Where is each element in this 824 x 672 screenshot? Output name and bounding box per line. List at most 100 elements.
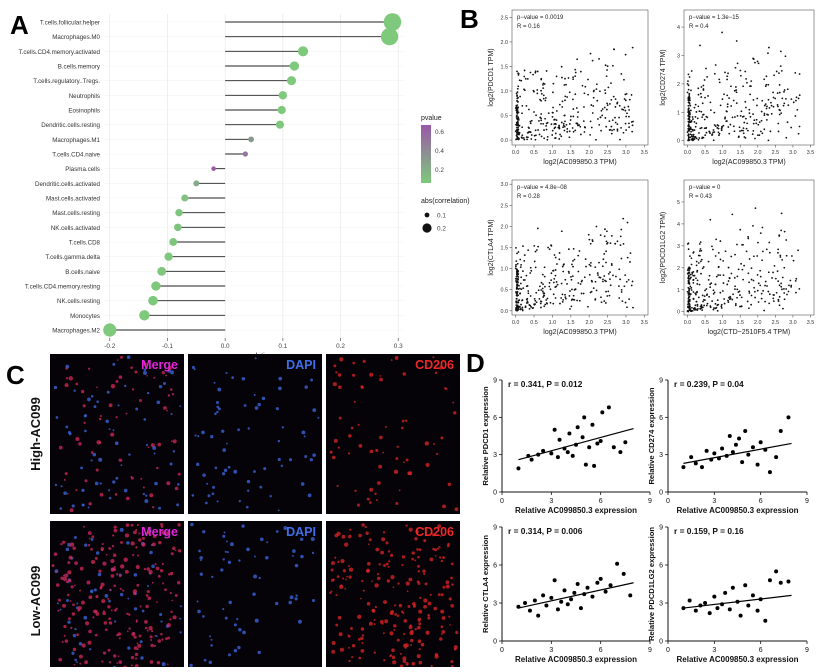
if-nucleus-dot bbox=[228, 561, 231, 564]
scatter-point bbox=[632, 47, 634, 49]
scatter-point bbox=[698, 255, 700, 257]
if-cd206-dot bbox=[352, 362, 355, 365]
scatter-point bbox=[564, 279, 566, 281]
d-point bbox=[584, 463, 588, 467]
scatter-point bbox=[581, 281, 583, 283]
if-cd206-dot bbox=[417, 654, 421, 658]
if-nucleus-dot bbox=[151, 565, 155, 569]
if-cd206-dot bbox=[62, 541, 65, 544]
scatter-xtick-label: 3.0 bbox=[622, 320, 630, 326]
if-cd206-dot bbox=[62, 641, 64, 643]
scatter-point bbox=[592, 240, 594, 242]
d-point bbox=[743, 429, 747, 433]
scatter-point bbox=[573, 131, 575, 133]
scatter-point bbox=[625, 99, 627, 101]
scatter-point bbox=[569, 295, 571, 297]
scatter-point bbox=[527, 300, 529, 302]
if-nucleus-dot bbox=[247, 490, 249, 492]
scatter-point bbox=[727, 103, 729, 105]
scatter-point bbox=[776, 292, 778, 294]
scatter-point bbox=[777, 252, 779, 254]
scatter-point bbox=[577, 111, 579, 113]
if-cd206-dot bbox=[441, 625, 444, 628]
scatter-point bbox=[687, 131, 689, 133]
if-cd206-dot bbox=[148, 446, 150, 448]
if-nucleus-dot bbox=[159, 613, 162, 616]
if-nucleus-dot bbox=[120, 464, 122, 466]
if-cd206-dot bbox=[408, 605, 411, 608]
scatter-point bbox=[690, 287, 692, 289]
scatter-point bbox=[622, 218, 624, 220]
scatter-point bbox=[515, 309, 517, 311]
scatter-point bbox=[602, 265, 604, 267]
scatter-ytick-label: 5 bbox=[677, 200, 680, 206]
scatter-point bbox=[541, 282, 543, 284]
if-cd206-dot bbox=[120, 588, 122, 590]
scatter-point bbox=[707, 95, 709, 97]
if-cd206-dot bbox=[391, 359, 393, 361]
scatter-point bbox=[752, 130, 754, 132]
if-cd206-dot bbox=[100, 493, 104, 497]
if-cd206-dot bbox=[175, 550, 177, 552]
if-nucleus-dot bbox=[72, 504, 75, 507]
scatter-point bbox=[538, 298, 540, 300]
scatter-point bbox=[523, 139, 525, 141]
if-cd206-dot bbox=[340, 648, 344, 652]
scatter-point bbox=[516, 287, 518, 289]
if-cd206-dot bbox=[101, 549, 103, 551]
if-cd206-dot bbox=[91, 451, 94, 454]
scatter-point bbox=[700, 261, 702, 263]
if-cd206-dot bbox=[409, 528, 413, 532]
scatter-point bbox=[585, 266, 587, 268]
category-label: Mast.cells.activated bbox=[46, 196, 101, 203]
scatter-point bbox=[524, 254, 526, 256]
scatter-point bbox=[543, 305, 545, 307]
scatter-point bbox=[785, 239, 787, 241]
if-cd206-dot bbox=[66, 377, 68, 379]
scatter-point bbox=[735, 67, 737, 69]
scatter-point bbox=[701, 304, 703, 306]
scatter-point bbox=[606, 240, 608, 242]
if-cd206-dot bbox=[381, 537, 385, 541]
scatter-point bbox=[572, 98, 574, 100]
scatter-point bbox=[587, 94, 589, 96]
scatter-point bbox=[525, 78, 527, 80]
d-point bbox=[728, 607, 732, 611]
scatter-point bbox=[779, 255, 781, 257]
scatter-point bbox=[763, 114, 765, 116]
if-nucleus-dot bbox=[196, 463, 199, 466]
if-cd206-dot bbox=[166, 481, 170, 485]
if-nucleus-dot bbox=[217, 500, 219, 502]
if-cd206-dot bbox=[336, 532, 340, 536]
if-nucleus-dot bbox=[208, 494, 211, 497]
if-cd206-dot bbox=[126, 523, 130, 527]
scatter-point bbox=[752, 113, 754, 115]
if-cd206-dot bbox=[95, 595, 98, 598]
if-cd206-dot bbox=[395, 457, 398, 460]
scatter-point bbox=[584, 131, 586, 133]
scatter-point bbox=[540, 307, 542, 309]
scatter-point bbox=[795, 292, 797, 294]
scatter-point bbox=[736, 276, 738, 278]
scatter-point bbox=[691, 310, 693, 312]
if-cd206-dot bbox=[340, 584, 343, 587]
if-cd206-dot bbox=[113, 654, 116, 657]
if-cd206-dot bbox=[439, 556, 441, 558]
if-cd206-dot bbox=[121, 460, 123, 462]
scatter-point bbox=[720, 259, 722, 261]
if-nucleus-dot bbox=[104, 594, 108, 598]
scatter-point bbox=[717, 310, 719, 312]
if-cd206-dot bbox=[75, 489, 77, 491]
d-point bbox=[615, 562, 619, 566]
scatter-point bbox=[779, 296, 781, 298]
if-cd206-dot bbox=[427, 617, 430, 620]
if-cd206-dot bbox=[333, 579, 335, 581]
if-cd206-dot bbox=[433, 443, 435, 445]
scatter-point bbox=[619, 278, 621, 280]
scatter-point bbox=[784, 231, 786, 233]
if-cd206-dot bbox=[382, 623, 384, 625]
if-cd206-dot bbox=[146, 375, 148, 377]
scatter-point bbox=[742, 130, 744, 132]
scatter-point bbox=[576, 123, 578, 125]
d-point bbox=[572, 591, 576, 595]
